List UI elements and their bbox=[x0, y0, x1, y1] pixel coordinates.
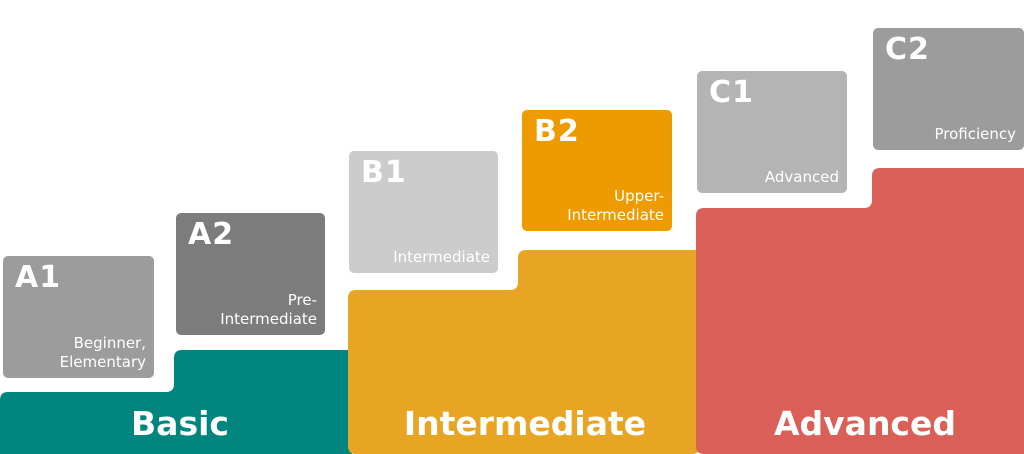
basic-label: Basic bbox=[131, 404, 229, 443]
intermediate-label: Intermediate bbox=[403, 404, 647, 443]
level-card-a1: A1 Beginner, Elementary bbox=[3, 256, 154, 378]
level-desc-c1: Advanced bbox=[765, 168, 839, 187]
level-code-b1: B1 bbox=[361, 155, 407, 190]
level-desc-a1-line2: Elementary bbox=[59, 353, 146, 371]
level-card-c2: C2 Proficiency bbox=[873, 28, 1024, 150]
level-desc-a2-line1: Pre- bbox=[287, 291, 317, 309]
level-desc-b2: Upper- Intermediate bbox=[567, 187, 664, 225]
level-desc-a1-line1: Beginner, bbox=[73, 334, 146, 352]
level-desc-c1-line1: Advanced bbox=[764, 168, 839, 186]
level-code-a2: A2 bbox=[188, 217, 235, 252]
level-code-b2: B2 bbox=[534, 114, 580, 149]
intermediate-step bbox=[348, 250, 700, 454]
level-desc-b2-line1: Upper- bbox=[614, 187, 664, 205]
level-code-c2: C2 bbox=[885, 32, 930, 67]
level-code-c1: C1 bbox=[709, 75, 754, 110]
advanced-label: Advanced bbox=[774, 404, 956, 443]
level-desc-b1: Intermediate bbox=[393, 248, 490, 267]
level-desc-c2-line1: Proficiency bbox=[934, 125, 1016, 143]
level-desc-a2-line2: Intermediate bbox=[220, 310, 317, 328]
basic-step bbox=[0, 350, 352, 454]
level-desc-a2: Pre- Intermediate bbox=[220, 291, 317, 329]
level-card-b1: B1 Intermediate bbox=[349, 151, 498, 273]
level-desc-b1-line1: Intermediate bbox=[393, 248, 490, 266]
level-desc-c2: Proficiency bbox=[934, 125, 1016, 144]
level-card-b2: B2 Upper- Intermediate bbox=[522, 110, 672, 231]
level-desc-a1: Beginner, Elementary bbox=[60, 334, 146, 372]
level-card-c1: C1 Advanced bbox=[697, 71, 847, 193]
advanced-step bbox=[696, 168, 1024, 454]
level-desc-b2-line2: Intermediate bbox=[567, 206, 664, 224]
level-code-a1: A1 bbox=[15, 260, 62, 295]
level-card-a2: A2 Pre- Intermediate bbox=[176, 213, 325, 335]
